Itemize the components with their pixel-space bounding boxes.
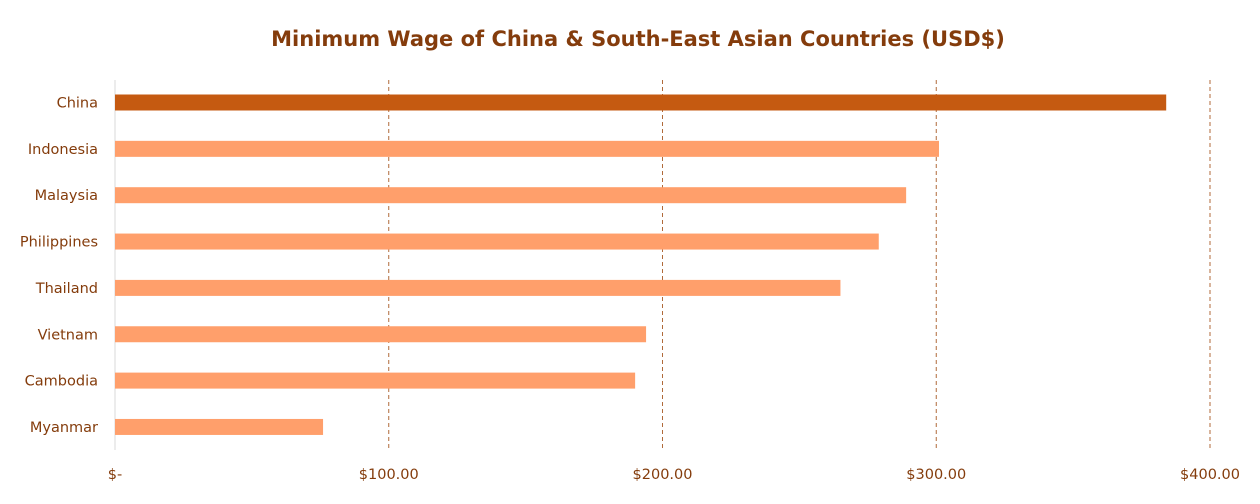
x-tick-label: $100.00 xyxy=(359,467,419,483)
chart-title: Minimum Wage of China & South-East Asian… xyxy=(271,27,1005,51)
category-label: Malaysia xyxy=(35,188,98,204)
gridlines xyxy=(388,80,1211,450)
x-tick-label: $300.00 xyxy=(906,467,966,483)
category-label: Thailand xyxy=(35,281,98,297)
bar xyxy=(115,326,647,343)
bar xyxy=(115,279,841,296)
x-tick-label: $200.00 xyxy=(633,467,693,483)
bar xyxy=(115,233,879,250)
bar xyxy=(115,140,939,157)
bar xyxy=(115,372,636,389)
x-tick-label: $400.00 xyxy=(1180,467,1240,483)
category-label: Vietnam xyxy=(38,327,98,343)
bar xyxy=(115,187,907,204)
category-label: Cambodia xyxy=(25,374,98,390)
category-label: Philippines xyxy=(20,235,98,251)
category-label: Myanmar xyxy=(30,420,98,436)
x-tick-labels: $- $100.00 $200.00 $300.00 $400.00 xyxy=(108,467,1240,483)
bars xyxy=(115,94,1167,435)
category-label: Indonesia xyxy=(28,142,98,158)
category-label: China xyxy=(57,96,98,112)
category-labels: China Indonesia Malaysia Philippines Thailan… xyxy=(20,96,98,436)
bar xyxy=(115,94,1167,111)
x-tick-label: $- xyxy=(108,467,122,483)
bar xyxy=(115,418,324,435)
